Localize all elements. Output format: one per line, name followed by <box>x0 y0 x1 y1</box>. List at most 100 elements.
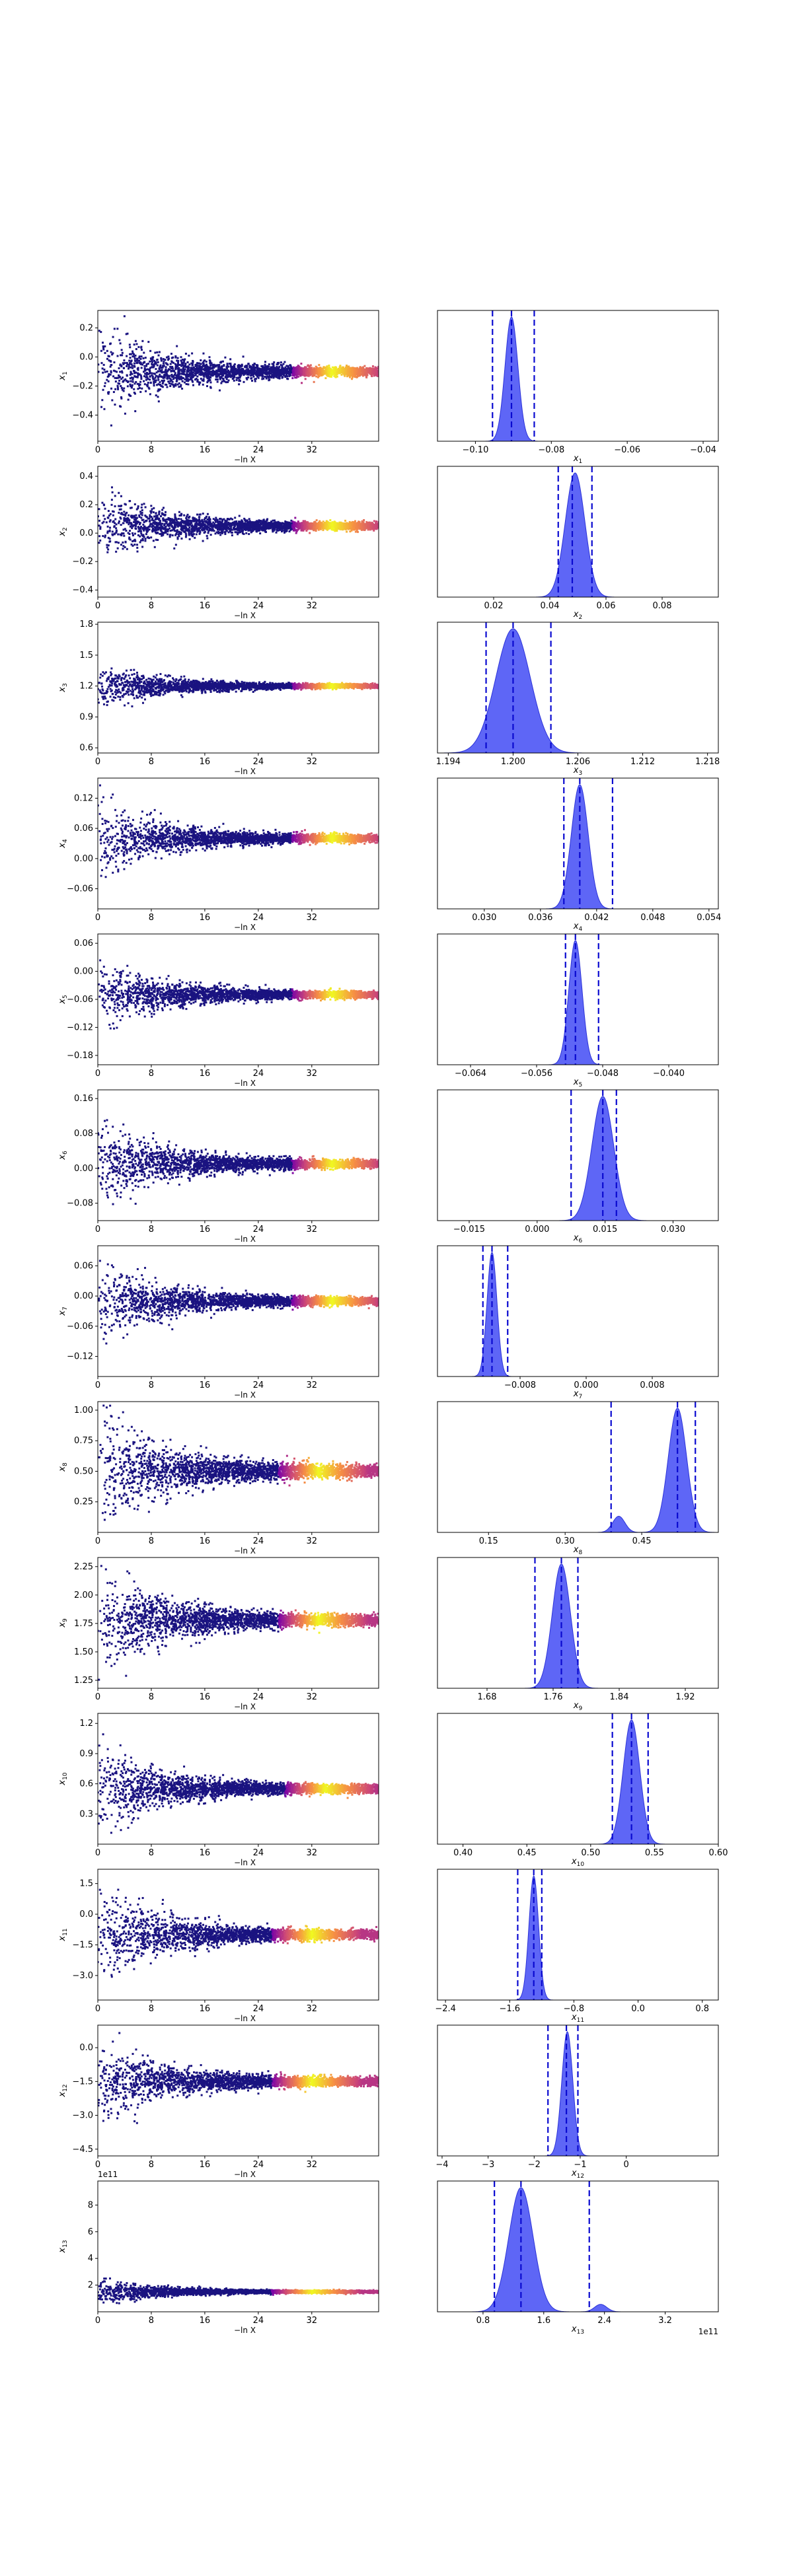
trace-ytick-label: 1.00 <box>74 1406 93 1415</box>
trace-ytick-label: 0.00 <box>74 1291 93 1301</box>
posterior-xtick-label: 0.08 <box>653 601 672 611</box>
posterior-frame-x13 <box>437 2180 719 2312</box>
trace-xtick-label: 16 <box>200 1225 211 1234</box>
trace-panel-x10: 0 8 16 24 32 1.2 0.9 0.6 0.3 −ln X x10 <box>57 1713 379 1867</box>
trace-xtick-label: 32 <box>307 913 318 923</box>
trace-ytick-label: −0.06 <box>67 995 93 1005</box>
trace-ylabel: x1 <box>57 371 69 380</box>
trace-ytick-label: 1.25 <box>74 1676 93 1686</box>
trace-frame-x13 <box>97 2180 379 2312</box>
trace-points-x1 <box>98 315 379 427</box>
trace-xlabel: −ln X <box>234 1390 256 1400</box>
trace-panel-x7: 0 8 16 24 32 0.06 0.00 −0.06 −0.12 −ln X x7 <box>57 1245 379 1400</box>
trace-xtick-label: 0 <box>95 1848 100 1858</box>
posterior-xtick-label: 1.92 <box>676 1692 695 1702</box>
trace-ytick-label: 1.8 <box>79 620 93 629</box>
posterior-frame-x7 <box>437 1245 719 1377</box>
trace-panel-x3: 0 8 16 24 32 1.8 1.5 1.2 0.9 0.6 −ln X x3 <box>57 620 379 776</box>
posterior-area-x1 <box>437 316 718 442</box>
posterior-xlabel: x8 <box>573 1545 583 1556</box>
trace-ytick-label: −0.06 <box>67 1322 93 1332</box>
trace-xtick-label: 24 <box>253 757 264 767</box>
trace-xtick-label: 24 <box>253 1380 264 1390</box>
posterior-xlabel: x2 <box>573 610 582 621</box>
trace-frame-x1 <box>97 310 379 442</box>
posterior-xtick-label: 0.8 <box>476 2316 490 2326</box>
trace-points-x9 <box>98 1565 379 1681</box>
trace-xtick-label: 8 <box>149 601 154 611</box>
trace-xtick-label: 8 <box>149 1536 154 1546</box>
trace-ytick-label: 1.50 <box>74 1647 93 1657</box>
trace-points-x12 <box>98 2032 379 2124</box>
trace-panel-x11: 0 8 16 24 32 1.5 0.0 −1.5 −3.0 −ln X x11 <box>57 1869 379 2023</box>
posterior-xtick-label: 0.042 <box>584 913 609 923</box>
trace-xlabel: −ln X <box>234 611 256 620</box>
posterior-frame-x9 <box>437 1557 719 1689</box>
trace-ytick-label: −0.18 <box>67 1051 93 1061</box>
posterior-xtick-label: 0.02 <box>484 601 504 611</box>
posterior-area-x11 <box>437 1875 718 2001</box>
trace-ytick-label: −0.06 <box>67 884 93 894</box>
posterior-xtick-label: −1.6 <box>499 2004 520 2014</box>
posterior-xtick-label: 1.76 <box>544 1692 563 1702</box>
trace-ytick-label: 0.6 <box>79 1779 93 1789</box>
trace-xtick-label: 16 <box>200 757 211 767</box>
trace-xlabel: −ln X <box>234 1858 256 1867</box>
posterior-offset-label: 1e11 <box>699 2327 718 2336</box>
trace-xtick-label: 0 <box>95 1380 100 1390</box>
posterior-xtick-label: 0.015 <box>593 1225 617 1234</box>
trace-ytick-label: 0.4 <box>79 472 93 482</box>
posterior-area-x8 <box>437 1408 719 1533</box>
posterior-xlabel: x11 <box>571 2013 584 2024</box>
trace-ytick-label: 0.06 <box>74 1261 93 1271</box>
posterior-xtick-label: −0.064 <box>455 1069 486 1079</box>
posterior-frame-x5 <box>437 933 719 1065</box>
trace-ytick-label: −0.08 <box>67 1199 93 1209</box>
trace-frame-x9 <box>97 1557 379 1689</box>
posterior-xtick-label: −0.10 <box>463 445 489 455</box>
trace-xtick-label: 16 <box>200 913 211 923</box>
trace-xtick-label: 16 <box>200 2316 211 2326</box>
trace-ytick-label: 0.0 <box>79 352 93 362</box>
trace-xlabel: −ln X <box>234 923 256 932</box>
trace-ytick-label: 1.2 <box>79 1719 93 1729</box>
trace-xtick-label: 8 <box>149 2316 154 2326</box>
trace-xtick-label: 24 <box>253 2160 264 2170</box>
trace-xtick-label: 16 <box>200 445 211 455</box>
posterior-xtick-label: 1.84 <box>610 1692 629 1702</box>
trace-ylabel: x2 <box>57 527 69 536</box>
posterior-xtick-label: 0.0 <box>631 2004 645 2014</box>
trace-xtick-label: 24 <box>253 913 264 923</box>
trace-ytick-label: 0.0 <box>79 2043 93 2053</box>
trace-xlabel: −ln X <box>234 1546 256 1556</box>
trace-xtick-label: 32 <box>307 1380 318 1390</box>
trace-xlabel: −ln X <box>234 455 256 464</box>
trace-xtick-label: 0 <box>95 1692 100 1702</box>
posterior-xtick-label: 0.06 <box>597 601 616 611</box>
posterior-xtick-label: 0.04 <box>541 601 560 611</box>
trace-xtick-label: 32 <box>307 1069 318 1079</box>
trace-ytick-label: 0.6 <box>79 743 93 753</box>
trace-ytick-label: 8 <box>88 2200 93 2210</box>
posterior-panel-x8: 0.15 0.30 0.45 x8 <box>437 1401 719 1556</box>
posterior-area-x7 <box>437 1252 718 1377</box>
trace-xtick-label: 16 <box>200 1069 211 1079</box>
trace-xtick-label: 8 <box>149 1225 154 1234</box>
trace-ytick-label: −3.0 <box>72 2111 93 2121</box>
posterior-area-x3 <box>437 628 718 754</box>
posterior-xlabel: x1 <box>573 454 582 465</box>
trace-frame-x10 <box>97 1713 379 1845</box>
posterior-xtick-label: 0.030 <box>472 913 496 923</box>
trace-ylabel: x9 <box>57 1618 69 1628</box>
trace-xtick-label: 16 <box>200 2004 211 2014</box>
trace-ytick-label: 1.5 <box>79 651 93 661</box>
posterior-xtick-label: 0.8 <box>695 2004 709 2014</box>
trace-points-x5 <box>98 959 379 1030</box>
posterior-xlabel: x7 <box>573 1389 582 1400</box>
trace-xtick-label: 8 <box>149 2160 154 2170</box>
trace-ytick-label: −3.0 <box>72 1971 93 1981</box>
trace-ytick-label: 0.00 <box>74 854 93 864</box>
trace-ytick-label: −0.4 <box>72 585 93 595</box>
trace-xtick-label: 8 <box>149 913 154 923</box>
trace-ytick-label: −0.4 <box>72 410 93 420</box>
